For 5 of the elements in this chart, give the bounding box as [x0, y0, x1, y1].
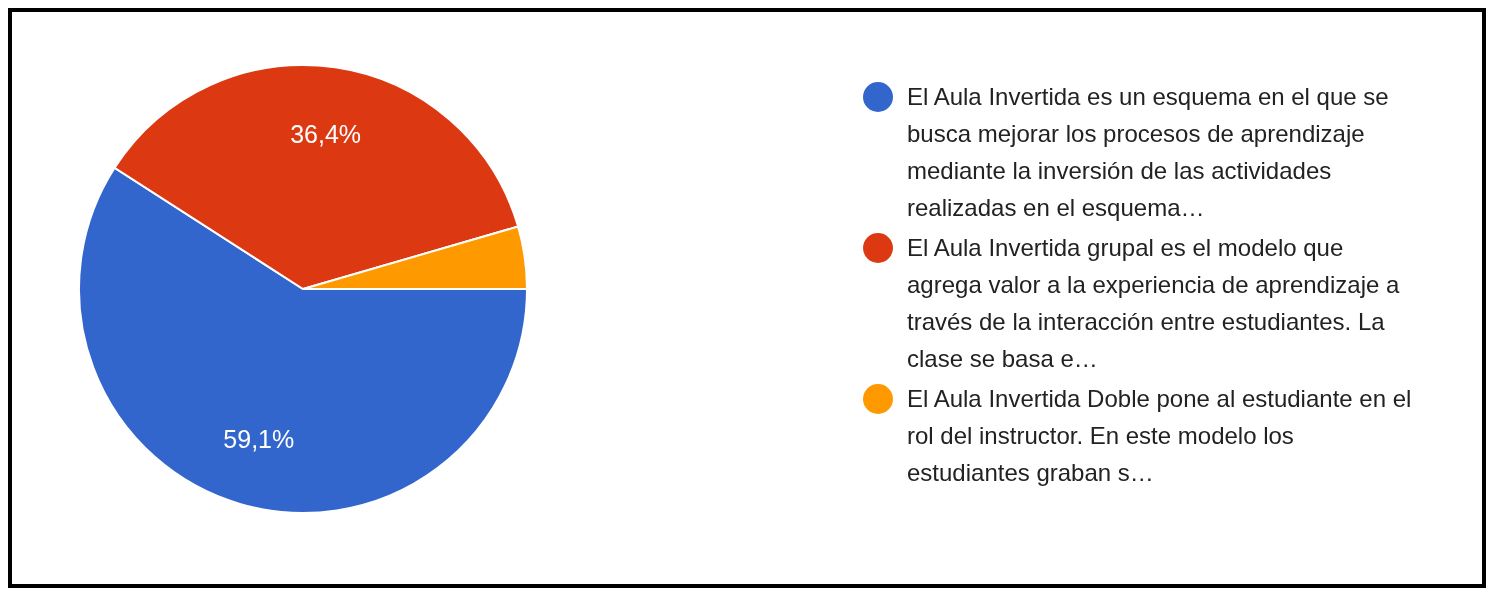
legend-label: El Aula Invertida grupal es el modelo que agrega valor a la experiencia de aprendizaje a través de la interacción entre estudiantes. La clase se basa e… [907, 233, 1401, 374]
data-label: 59,1% [223, 425, 295, 454]
legend-label: El Aula Invertida es un esquema en el que se busca mejorar los procesos de aprendizaje mediante la inversión de las actividades realizadas en el esquema… [907, 82, 1390, 223]
legend-label: El Aula Invertida Doble pone al estudiante en el rol del instructor. En este modelo los estudiantes graban s… [907, 384, 1413, 488]
data-label: 36,4% [290, 119, 362, 148]
